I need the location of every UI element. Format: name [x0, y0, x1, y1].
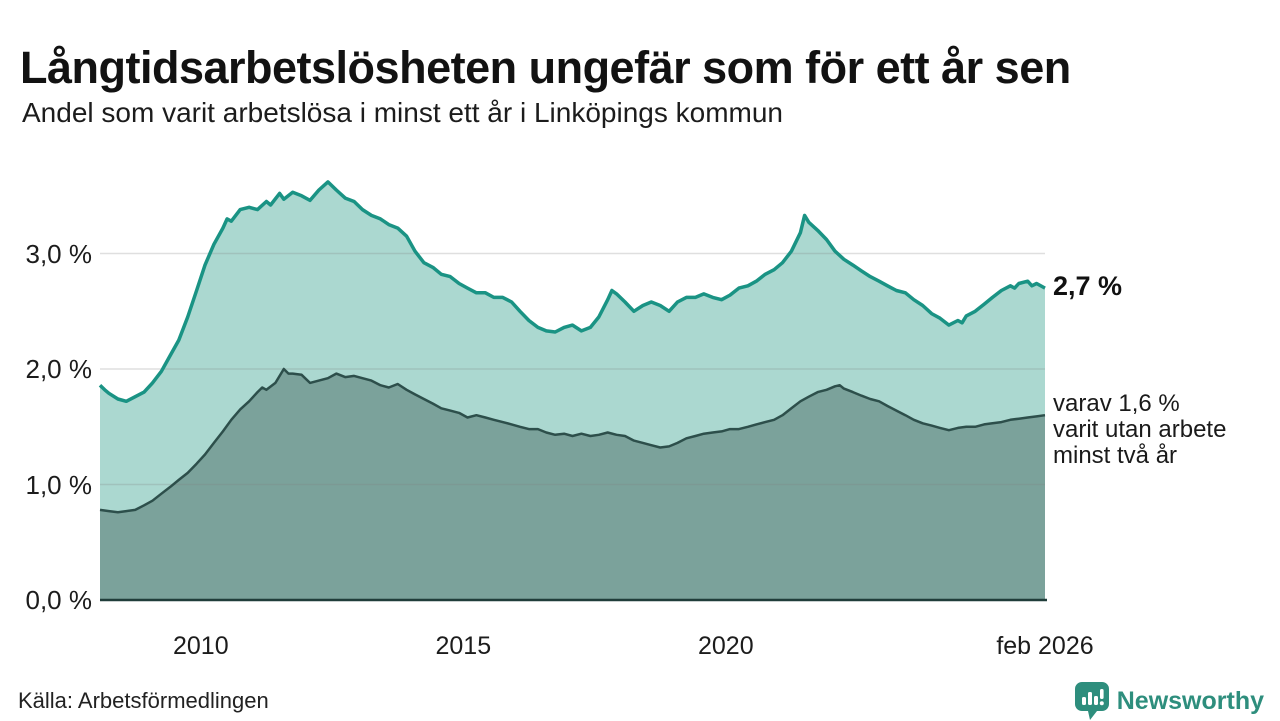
x-axis-tick-label: 2010 — [172, 632, 229, 660]
two-year-annotation-line: varit utan arbete — [1053, 416, 1227, 443]
page-title: Långtidsarbetslösheten ungefär som för e… — [20, 42, 1071, 94]
line-total — [98, 180, 1046, 404]
x-axis-tick-label: 2015 — [435, 632, 492, 660]
two-year-annotation-line: minst två år — [1053, 442, 1178, 469]
latest-two-year-annotation: varav 1,6 % varit utan arbete minst två … — [1053, 391, 1226, 469]
x-axis-tick-label: feb 2026 — [996, 632, 1094, 660]
y-axis-tick-label: 2,0 % — [25, 354, 93, 384]
x-axis-tick-label: 2020 — [697, 632, 754, 660]
y-axis-tick-label: 0,0 % — [25, 585, 93, 615]
chart-subtitle: Andel som varit arbetslösa i minst ett å… — [22, 97, 783, 128]
y-axis-tick-label: 1,0 % — [25, 469, 93, 500]
line-two-year — [99, 367, 1046, 514]
two-year-annotation-line: varav 1,6 % — [1053, 390, 1180, 417]
y-axis-tick-label: 3,0 % — [25, 238, 93, 269]
newsworthy-logo-icon — [1074, 682, 1109, 720]
latest-total-annotation: 2,7 % — [1053, 271, 1123, 301]
area-fill-two-year — [100, 369, 1045, 600]
newsworthy-logo: Newsworthy — [1074, 681, 1264, 721]
source-credit: Källa: Arbetsförmedlingen — [18, 688, 269, 713]
newsworthy-logo-text: Newsworthy — [1116, 686, 1264, 715]
